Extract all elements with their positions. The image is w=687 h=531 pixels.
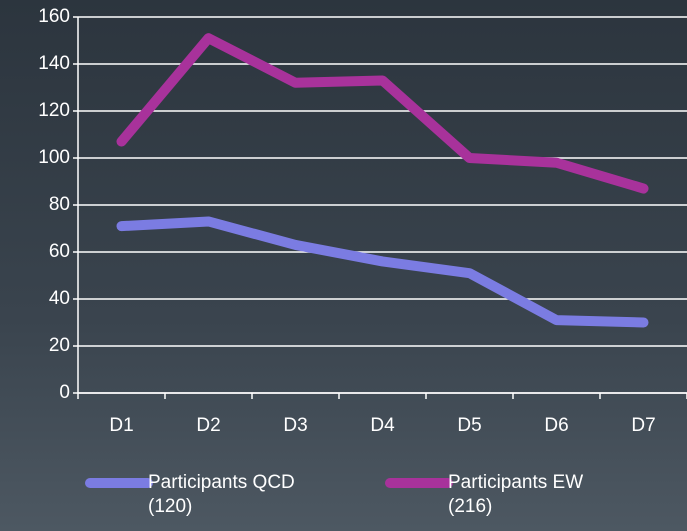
y-tick-label: 20 [49, 335, 70, 356]
legend-label: Participants EW (216) [448, 472, 584, 517]
series-line [116, 33, 649, 194]
y-tick-label: 60 [49, 241, 70, 262]
x-tick-label: D4 [370, 415, 395, 436]
x-tick-label: D3 [283, 415, 307, 436]
x-tick-label: D7 [631, 415, 655, 436]
y-tick-label: 140 [38, 53, 70, 74]
x-tick-label: D2 [196, 415, 220, 436]
y-tick-label: 40 [49, 288, 70, 309]
x-tick-label: D5 [457, 415, 481, 436]
y-tick-label: 80 [49, 194, 70, 215]
x-tick-label: D1 [109, 415, 133, 436]
y-tick-label: 100 [38, 147, 70, 168]
legend-label: Participants QCD (120) [148, 472, 295, 517]
y-tick-label: 160 [38, 6, 70, 27]
series-line [116, 216, 649, 328]
x-tick-label: D6 [544, 415, 568, 436]
y-tick-label: 120 [38, 100, 70, 121]
y-tick-label: 0 [59, 382, 70, 403]
